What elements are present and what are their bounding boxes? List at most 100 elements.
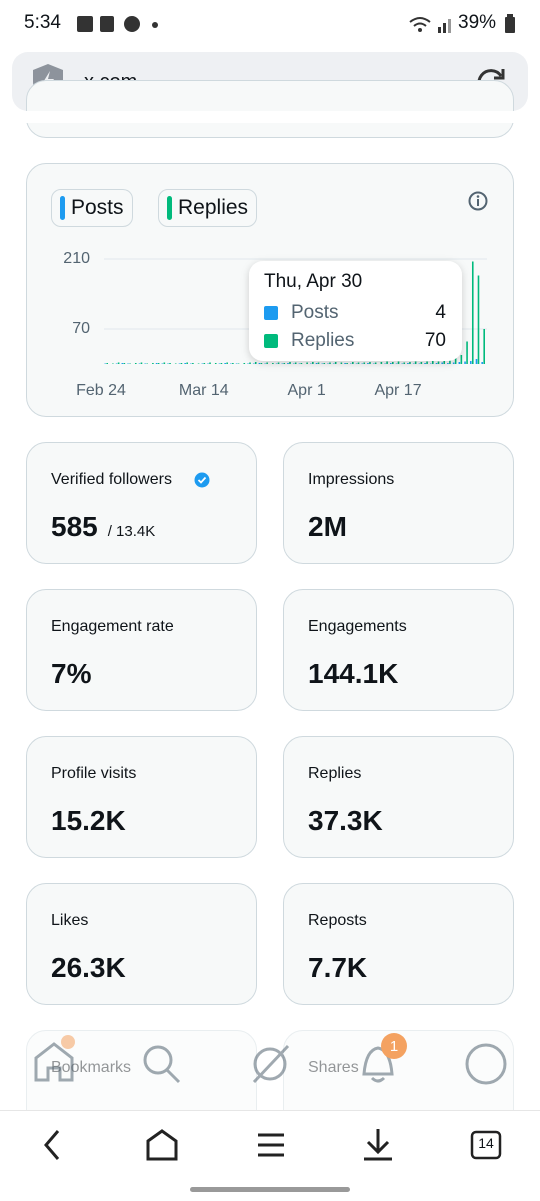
- stat-value: 7.7K: [308, 952, 367, 984]
- spacer: [0, 111, 540, 123]
- home-icon[interactable]: [34, 1042, 74, 1082]
- bar: [260, 363, 263, 364]
- stat-card[interactable]: Reposts 7.7K: [283, 883, 514, 1005]
- stat-value: 26.3K: [51, 952, 126, 984]
- bar: [134, 363, 137, 364]
- stat-number: 37.3K: [308, 805, 383, 836]
- chart-card: Posts Replies 70 210 Feb 24 Mar 14 Apr 1 Apr …: [26, 163, 514, 417]
- tooltip-value: 70: [425, 330, 446, 351]
- bar: [350, 363, 352, 364]
- stat-label: Verified followers: [51, 471, 172, 488]
- tab-count: 14: [478, 1135, 494, 1151]
- bar: [207, 363, 209, 364]
- stat-label: Impressions: [308, 471, 395, 488]
- bar: [161, 363, 164, 364]
- bar: [209, 362, 211, 364]
- bar: [140, 362, 143, 364]
- stat-label: Engagement rate: [51, 618, 174, 635]
- bar: [460, 355, 463, 364]
- bar: [458, 362, 461, 364]
- stat-card[interactable]: Engagements 144.1K: [283, 589, 514, 711]
- bar: [180, 363, 183, 364]
- bar: [401, 363, 404, 364]
- bar: [264, 363, 266, 364]
- bar: [397, 361, 400, 364]
- search-icon[interactable]: [143, 1045, 173, 1075]
- bar: [403, 362, 406, 364]
- bar: [254, 362, 257, 364]
- stat-number: 26.3K: [51, 952, 126, 983]
- notifications-icon[interactable]: [362, 1046, 394, 1083]
- menu-button[interactable]: [258, 1133, 284, 1157]
- bar: [352, 362, 354, 364]
- bar: [184, 363, 186, 364]
- bar: [380, 362, 383, 364]
- bar: [420, 362, 423, 364]
- messages-icon[interactable]: [465, 1043, 507, 1085]
- stat-card[interactable]: Likes 26.3K: [26, 883, 257, 1005]
- bar: [283, 363, 286, 364]
- bar: [232, 363, 234, 364]
- bar: [298, 363, 301, 364]
- bar: [287, 363, 289, 364]
- download-button[interactable]: [364, 1129, 392, 1161]
- bar: [275, 363, 278, 364]
- bar: [235, 363, 238, 364]
- bar: [466, 341, 468, 364]
- bar: [121, 363, 124, 364]
- bar: [321, 363, 324, 364]
- stat-card[interactable]: Profile visits 15.2K: [26, 736, 257, 858]
- stat-card[interactable]: Replies 37.3K: [283, 736, 514, 858]
- notification-badge: 1: [381, 1033, 407, 1059]
- bar: [115, 363, 118, 364]
- bar: [355, 363, 358, 364]
- info-icon[interactable]: [467, 190, 489, 212]
- bar: [163, 362, 166, 364]
- grok-icon[interactable]: [253, 1047, 287, 1081]
- bar: [384, 363, 386, 364]
- legend-replies[interactable]: Replies: [158, 189, 258, 227]
- bar: [418, 363, 421, 364]
- verified-badge: [194, 472, 210, 488]
- bar: [247, 363, 249, 364]
- bar: [323, 363, 326, 364]
- bar: [146, 363, 148, 364]
- bar: [306, 362, 308, 364]
- bar: [123, 363, 126, 364]
- bar: [386, 361, 388, 364]
- tabs-button[interactable]: [470, 1130, 502, 1160]
- home-button[interactable]: [146, 1129, 178, 1161]
- bar: [218, 363, 221, 364]
- x-tick-label: Feb 24: [76, 382, 126, 399]
- bar: [186, 362, 188, 364]
- stat-card[interactable]: Impressions 2M: [283, 442, 514, 564]
- bar: [344, 363, 346, 364]
- bar: [243, 363, 246, 364]
- bar: [452, 362, 455, 364]
- legend-label: Posts: [71, 196, 124, 219]
- bar: [203, 363, 206, 364]
- bar: [281, 363, 284, 364]
- stat-label: Likes: [51, 912, 89, 929]
- bar: [129, 363, 131, 364]
- stat-card[interactable]: Verified followers 585 / 13.4K: [26, 442, 257, 564]
- bar: [390, 363, 392, 364]
- bar: [363, 362, 366, 364]
- stat-sub: / 13.4K: [107, 523, 156, 540]
- bar: [224, 363, 226, 364]
- stat-value: 37.3K: [308, 805, 383, 837]
- bar: [477, 275, 480, 364]
- back-button[interactable]: [44, 1130, 60, 1160]
- legend-posts[interactable]: Posts: [51, 189, 133, 227]
- bar: [357, 362, 360, 364]
- bar: [483, 329, 485, 364]
- partial-card: [26, 80, 514, 138]
- stat-value: 585 / 13.4K: [51, 511, 155, 543]
- stat-label: Reposts: [308, 912, 367, 929]
- bar: [144, 363, 146, 364]
- bar: [369, 362, 371, 364]
- bar: [449, 360, 451, 364]
- bar: [312, 362, 314, 364]
- bar: [407, 363, 409, 364]
- stat-card[interactable]: Engagement rate 7%: [26, 589, 257, 711]
